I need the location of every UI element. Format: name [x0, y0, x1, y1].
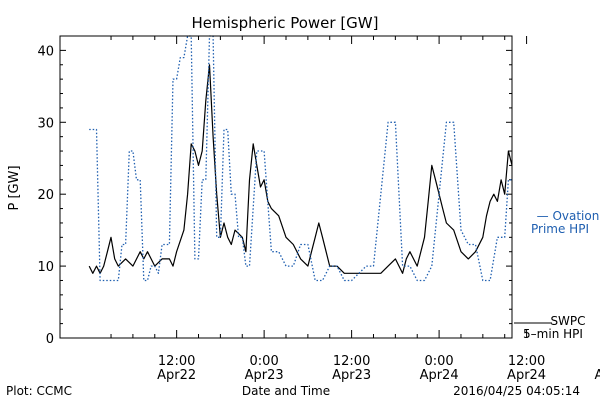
x-tick-date: Apr23	[332, 368, 371, 383]
y-tick-label: 20	[37, 188, 54, 203]
legend-swpc-line1: SWPC	[550, 314, 585, 328]
x-tick-date: Apr23	[245, 368, 284, 383]
ovation-line	[89, 35, 512, 282]
swpc-line	[88, 64, 513, 274]
x-tick-time: 0:00	[424, 354, 453, 369]
chart-title: Hemispheric Power [GW]	[192, 14, 379, 32]
y-tick-label: 0	[46, 332, 54, 347]
y-tick-label: 10	[37, 260, 54, 275]
x-tick-date: Apr24	[507, 368, 546, 383]
x-tick-date: Apr25	[595, 368, 600, 383]
footer-plot-credit: Plot: CCMC	[6, 384, 72, 398]
x-tick-time: 0:00	[250, 354, 279, 369]
legend-ovation-line2: Prime HPI	[531, 222, 589, 236]
y-tick-label: 40	[37, 44, 54, 59]
y-tick-label: 30	[37, 116, 54, 131]
axis-ticks: 01020304012:00Apr220:00Apr2312:00Apr230:…	[37, 36, 600, 383]
footer-xlabel: Date and Time	[242, 384, 330, 398]
ovation-series	[89, 35, 512, 282]
x-tick-date: Apr22	[157, 368, 196, 383]
swpc-series	[88, 64, 513, 274]
legend-ovation-line1: — Ovation	[537, 209, 600, 223]
plot-frame	[59, 35, 513, 339]
legend-swpc-line2: 5–min HPI	[523, 327, 583, 341]
x-tick-time: 12:00	[333, 354, 370, 369]
x-tick-date: Apr24	[420, 368, 459, 383]
x-tick-time: 12:00	[158, 354, 195, 369]
footer-timestamp: 2016/04/25 04:05:14	[453, 384, 580, 398]
y-axis-label: P [GW]	[7, 165, 22, 210]
x-tick-time: 12:00	[508, 354, 545, 369]
